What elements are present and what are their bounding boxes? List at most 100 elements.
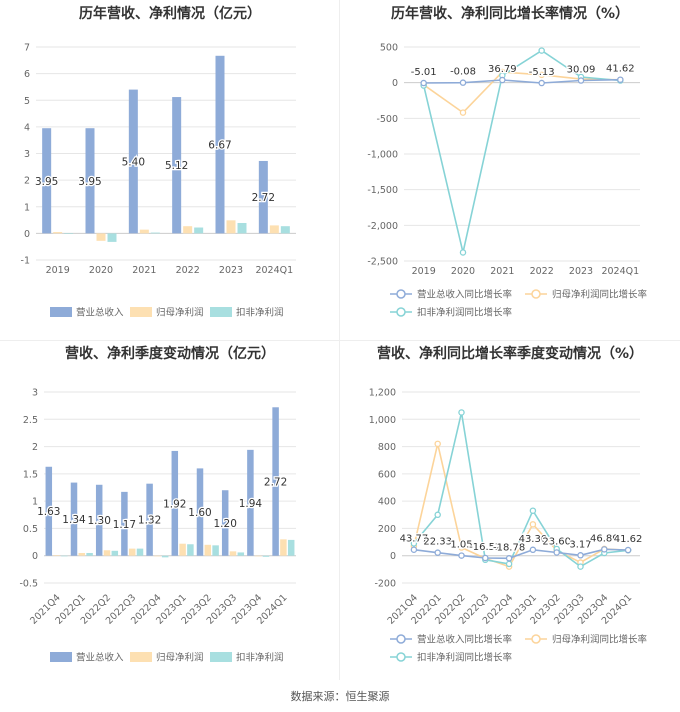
line-value-label: -0.08 <box>450 67 476 78</box>
legend-swatch <box>210 307 232 317</box>
legend-label: 扣非净利润同比增长率 <box>417 652 513 664</box>
quarterly-revenue-profit-panel: 营收、净利季度变动情况（亿元） -0.5 0 0.5 1 1.5 2 2.5 3 1.63 1.34… <box>0 340 340 680</box>
annual-growth-chart: 历年营收、净利同比增长率情况（%） -2,500 -2,000 -1,500 -1,00… <box>367 5 647 319</box>
chart-title: 历年营收、净利情况（亿元） <box>79 5 261 22</box>
bar <box>78 552 86 556</box>
series-line <box>413 548 629 560</box>
bar <box>171 450 179 556</box>
line-point <box>529 546 537 554</box>
bar-value-label: 3.95 <box>35 176 58 188</box>
line-point <box>617 76 624 83</box>
y-tick-label: -2,500 <box>367 257 398 268</box>
bar-value-label: 1.92 <box>163 498 186 510</box>
line-value-label: -16.52 <box>469 542 501 553</box>
x-tick-label: 2022 <box>530 266 554 277</box>
line-point <box>601 546 608 553</box>
bar <box>237 222 247 234</box>
series-line <box>422 49 621 253</box>
bar-value-label: 1.94 <box>239 498 263 510</box>
y-tick-label: 7 <box>24 43 30 54</box>
bar <box>204 544 212 556</box>
y-tick-label: 6 <box>24 69 30 80</box>
y-tick-label: 0 <box>390 551 396 562</box>
y-tick-label: 200 <box>378 524 396 535</box>
bar-value-label: 1.34 <box>62 514 86 526</box>
bar <box>45 466 53 556</box>
bar-value-label: 1.63 <box>37 506 60 518</box>
y-tick-label: 0 <box>392 78 398 89</box>
bar <box>172 97 182 234</box>
x-tick-label: 2023 <box>569 266 593 277</box>
bar <box>70 482 78 556</box>
legend-swatch <box>210 652 232 662</box>
y-tick-label: -200 <box>374 579 396 590</box>
bar-value-label: 2.72 <box>264 476 287 488</box>
bar <box>161 555 169 558</box>
y-tick-label: 3 <box>24 149 30 160</box>
line-value-label: 43.77 <box>400 534 429 545</box>
legend-swatch <box>130 307 152 317</box>
line-value-label: 30.09 <box>567 65 596 76</box>
annual-revenue-profit-chart: 历年营收、净利情况（亿元） -1 0 1 2 3 4 5 6 7 3.95 3.95 5.40 5.12 6… <box>21 5 296 319</box>
x-tick-label: 2020 <box>89 265 113 276</box>
bar <box>64 233 74 234</box>
annual-revenue-profit-panel: 历年营收、净利情况（亿元） -1 0 1 2 3 4 5 6 7 3.95 3.95 5.40 5.12 6… <box>0 0 340 340</box>
line-value-label: 46.80 <box>590 533 619 544</box>
line-value-label: 43.30 <box>519 534 548 545</box>
bar <box>215 55 225 234</box>
bar <box>254 555 262 557</box>
y-tick-label: -500 <box>376 114 398 125</box>
bar <box>262 555 270 557</box>
legend-label: 归母净利润 <box>156 307 204 319</box>
legend-swatch <box>130 652 152 662</box>
bar <box>146 483 153 556</box>
line-point <box>577 563 584 570</box>
series-line <box>413 443 629 568</box>
legend-marker <box>396 289 406 299</box>
bar-value-label: 1.30 <box>88 515 111 527</box>
bar <box>128 89 138 234</box>
line-value-label: 41.62 <box>614 534 643 545</box>
x-tick-label: 2019 <box>46 265 70 276</box>
y-tick-label: 800 <box>378 442 396 453</box>
y-tick-label: 400 <box>378 497 396 508</box>
bar <box>136 548 144 556</box>
line-value-label: 23.60 <box>542 536 571 547</box>
line-point <box>499 76 506 84</box>
line-point <box>529 521 537 528</box>
legend-marker <box>396 634 406 644</box>
y-tick-label: 1 <box>32 497 38 508</box>
y-tick-label: -0.5 <box>19 579 38 590</box>
bar <box>53 232 63 234</box>
y-tick-label: 0 <box>24 229 30 240</box>
x-tick-label: 2021 <box>132 265 156 276</box>
y-tick-label: -2,000 <box>367 221 398 232</box>
legend-label: 扣非净利润 <box>236 652 284 664</box>
y-tick-label: 2 <box>24 176 30 187</box>
line-point <box>458 409 465 416</box>
line-point <box>482 554 489 562</box>
bar <box>103 550 111 556</box>
legend-label: 营业总收入 <box>76 652 124 664</box>
quarterly-growth-chart: 营收、净利同比增长率季度变动情况（%） -200 0 200 400 600 800 1,00… <box>369 345 648 664</box>
line-point <box>529 507 537 514</box>
y-tick-label: 2 <box>32 442 38 453</box>
legend-label: 归母净利润同比增长率 <box>552 634 648 646</box>
bar <box>95 484 103 556</box>
quarterly-growth-panel: 营收、净利同比增长率季度变动情况（%） -200 0 200 400 600 800 1,00… <box>340 340 680 680</box>
line-value-label: 41.62 <box>606 64 635 75</box>
y-tick-label: 0 <box>32 551 38 562</box>
bar <box>154 555 161 557</box>
bar <box>96 233 106 241</box>
legend-marker <box>531 634 541 644</box>
bar-value-label: 1.17 <box>113 519 136 531</box>
y-tick-label: 1.5 <box>23 469 38 480</box>
y-tick-label: 1 <box>24 202 30 213</box>
line-point <box>538 79 545 87</box>
bar <box>111 550 119 556</box>
line-point <box>553 549 560 556</box>
line-point <box>577 77 585 84</box>
bar <box>42 128 52 234</box>
y-tick-label: -1,000 <box>367 150 398 161</box>
legend-label: 扣非净利润同比增长率 <box>417 307 513 319</box>
